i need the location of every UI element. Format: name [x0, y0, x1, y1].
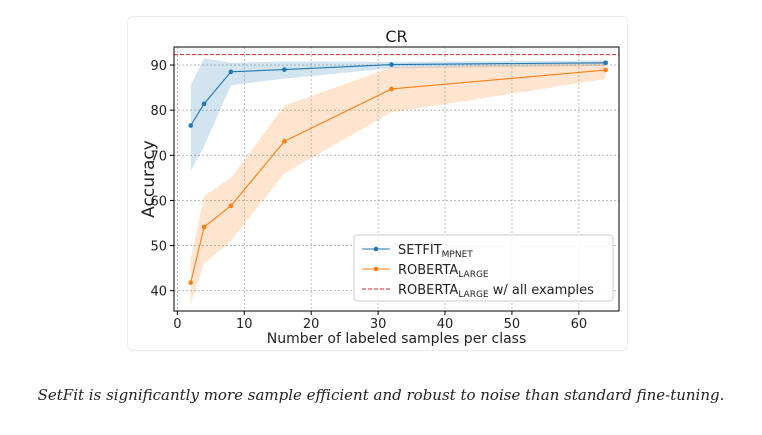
x-tick-label: 40 [437, 317, 454, 332]
data-point [282, 139, 287, 144]
y-tick-label: 90 [150, 59, 167, 74]
data-point [228, 203, 234, 209]
confidence-band-setfit [190, 58, 606, 172]
y-tick-label: 40 [150, 285, 167, 300]
series-line-setfit [190, 62, 606, 126]
data-point [201, 101, 207, 107]
series-lines [188, 60, 608, 285]
legend-marker [373, 246, 379, 252]
data-point [228, 69, 234, 75]
x-tick-label: 30 [370, 317, 387, 332]
legend-label: ROBERTALARGE w/ all examples [398, 283, 594, 300]
y-tick-label: 70 [150, 149, 167, 164]
x-tick-label: 0 [173, 317, 181, 332]
confidence-bands [190, 58, 606, 305]
legend-label: ROBERTALARGE [398, 263, 489, 280]
data-point [389, 62, 394, 67]
x-axis-label: Number of labeled samples per class [267, 331, 527, 347]
series-line-roberta [190, 69, 606, 283]
confidence-band-roberta [190, 62, 606, 305]
data-point [603, 67, 608, 73]
x-tick-label: 20 [303, 317, 320, 332]
data-point [188, 123, 194, 128]
y-tick-label: 50 [150, 240, 167, 255]
accuracy-chart: 0 10 20 30 40 50 60 40 50 60 70 80 90 CR Number of l… [139, 27, 620, 347]
y-axis-label: Accuracy [139, 140, 159, 218]
data-point [188, 280, 194, 285]
chart-card: 0 10 20 30 40 50 60 40 50 60 70 80 90 CR Number of l… [127, 16, 628, 351]
x-tick-label: 10 [236, 317, 253, 332]
y-tick-label: 80 [150, 104, 167, 119]
axis-ticks: 0 10 20 30 40 50 60 40 50 60 70 80 90 [150, 59, 587, 332]
data-point [389, 86, 394, 92]
legend-marker [373, 266, 379, 272]
legend-box [353, 234, 614, 302]
legend: SETFITMPNET ROBERTALARGE ROBERTALARGE w/ a… [353, 234, 614, 302]
legend-label: SETFITMPNET [398, 243, 473, 260]
grid [174, 47, 619, 311]
x-tick-label: 50 [504, 317, 521, 332]
data-point [282, 67, 287, 72]
figure-caption: SetFit is significantly more sample effi… [37, 386, 725, 404]
data-point [603, 60, 608, 66]
y-tick-label: 60 [150, 194, 167, 209]
data-point [201, 224, 207, 230]
plot-frame [173, 46, 620, 312]
x-tick-label: 60 [571, 317, 588, 332]
chart-title: CR [385, 27, 407, 46]
